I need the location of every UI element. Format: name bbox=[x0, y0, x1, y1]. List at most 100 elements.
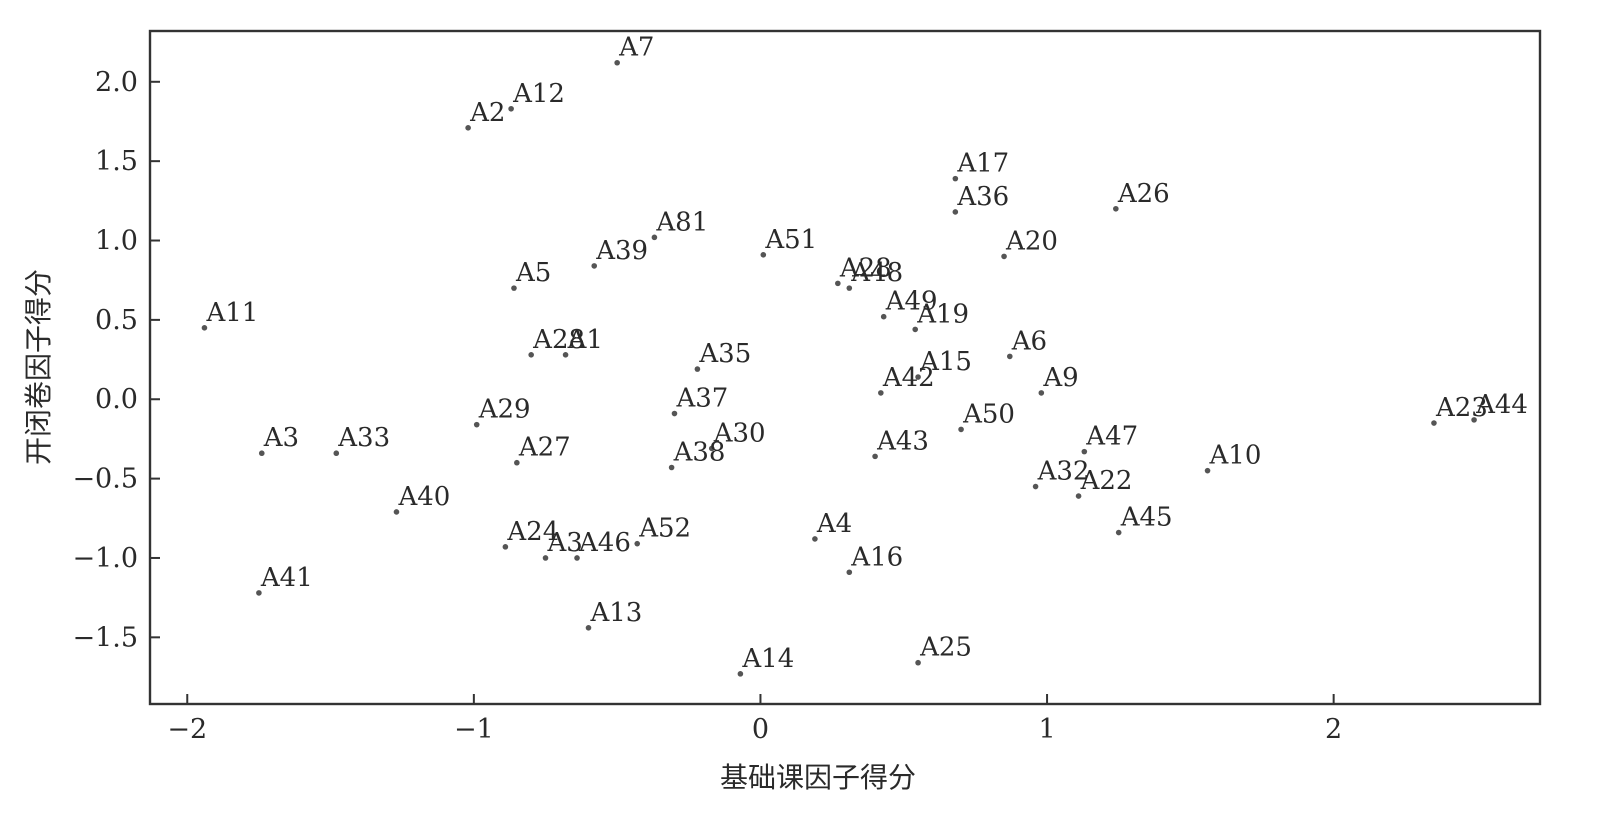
data-point bbox=[465, 125, 471, 131]
data-point-label: A26 bbox=[1117, 179, 1170, 209]
x-axis-title: 基础课因子得分 bbox=[720, 761, 916, 794]
data-point-label: A35 bbox=[698, 339, 751, 369]
data-point bbox=[651, 234, 658, 241]
data-point-label: A36 bbox=[956, 182, 1009, 212]
data-point-label: A9 bbox=[1042, 363, 1078, 393]
data-point-label: A7 bbox=[618, 33, 654, 63]
data-point bbox=[514, 459, 520, 466]
data-point bbox=[846, 569, 853, 576]
data-point bbox=[574, 555, 580, 561]
data-point-label: A13 bbox=[589, 598, 642, 628]
y-axis-title: 开闭卷因子得分 bbox=[22, 269, 55, 465]
y-tick-label: −1.0 bbox=[72, 543, 138, 574]
data-point-label: A52 bbox=[638, 514, 691, 544]
data-points bbox=[201, 59, 1477, 677]
data-point bbox=[1032, 483, 1039, 490]
data-point bbox=[812, 536, 818, 542]
data-point bbox=[473, 421, 480, 428]
x-tick-label: −2 bbox=[167, 714, 207, 745]
x-tick-label: −1 bbox=[454, 714, 494, 745]
x-tick-label: 2 bbox=[1325, 714, 1342, 745]
data-point-label: A5 bbox=[515, 258, 551, 288]
data-point-label: A81 bbox=[655, 207, 708, 237]
data-point bbox=[1038, 390, 1045, 396]
data-point-label: A12 bbox=[512, 79, 565, 109]
y-tick-label: 2.0 bbox=[95, 67, 138, 98]
axis-tick-labels: −2 −1 0 1 2 −1.5 −1.0 −0.5 0.0 0.5 1.0 1.5 2.0 bbox=[72, 67, 1342, 745]
data-point-label: A46 bbox=[578, 528, 631, 558]
data-point-label: A42 bbox=[882, 363, 935, 393]
data-point-label: A51 bbox=[764, 225, 817, 255]
data-point-label: A43 bbox=[876, 426, 929, 456]
data-point-label: A20 bbox=[1005, 226, 1058, 256]
data-point-label: A47 bbox=[1085, 422, 1138, 452]
data-point bbox=[872, 453, 878, 460]
data-point bbox=[915, 374, 921, 380]
y-tick-label: 0.5 bbox=[95, 305, 138, 336]
data-point-label: A3 bbox=[263, 423, 299, 453]
data-point bbox=[1081, 448, 1088, 455]
data-point bbox=[1006, 353, 1013, 360]
data-point bbox=[1075, 493, 1082, 499]
data-point bbox=[1204, 467, 1211, 474]
data-point bbox=[502, 544, 509, 550]
data-point bbox=[201, 325, 208, 331]
data-point bbox=[694, 366, 701, 372]
data-point-label: A19 bbox=[916, 299, 969, 329]
data-point bbox=[912, 326, 919, 333]
data-point-label: A15 bbox=[919, 347, 972, 377]
data-point-label: A30 bbox=[713, 418, 766, 448]
data-point bbox=[708, 445, 715, 452]
data-point-label: A40 bbox=[397, 482, 450, 512]
data-point-label: A25 bbox=[919, 633, 972, 663]
data-point-label: A11 bbox=[205, 298, 258, 328]
data-point bbox=[952, 175, 959, 182]
data-point-label: A14 bbox=[741, 644, 794, 674]
data-point-label: A28 bbox=[839, 253, 892, 283]
data-point bbox=[393, 509, 400, 515]
data-point bbox=[880, 313, 887, 320]
data-point bbox=[585, 625, 592, 631]
y-tick-label: 0.0 bbox=[95, 384, 138, 415]
data-point-label: A45 bbox=[1120, 503, 1173, 533]
data-point bbox=[542, 555, 549, 561]
data-point-label: A6 bbox=[1011, 326, 1047, 356]
data-point-label: A39 bbox=[595, 236, 648, 266]
data-point bbox=[1001, 253, 1007, 260]
data-point-label: A3 bbox=[547, 528, 583, 558]
data-point bbox=[760, 252, 767, 258]
data-point-label: A48 bbox=[850, 258, 903, 288]
data-point-label: A38 bbox=[673, 437, 726, 467]
data-point-label: A24 bbox=[506, 517, 559, 547]
axis-ticks bbox=[150, 80, 1335, 704]
data-point bbox=[511, 285, 517, 291]
data-point bbox=[878, 390, 884, 396]
data-point-label: A29 bbox=[478, 395, 531, 425]
plot-frame bbox=[148, 29, 1542, 706]
data-point-label: A10 bbox=[1209, 441, 1262, 471]
data-point-label: A23 bbox=[1435, 393, 1488, 423]
data-point-label: A44 bbox=[1475, 390, 1528, 420]
data-point-label: A49 bbox=[885, 287, 938, 317]
data-point-label: A37 bbox=[675, 384, 728, 414]
data-point bbox=[1431, 420, 1437, 426]
data-point bbox=[668, 464, 675, 471]
data-point-label: A27 bbox=[518, 433, 571, 463]
data-point-label: A28 bbox=[532, 325, 585, 355]
data-point bbox=[915, 659, 921, 666]
data-point bbox=[333, 450, 340, 457]
y-tick-label: −0.5 bbox=[72, 464, 138, 495]
data-point bbox=[1113, 205, 1119, 212]
data-point bbox=[958, 426, 964, 433]
data-point bbox=[952, 209, 959, 215]
y-tick-label: 1.0 bbox=[95, 226, 138, 257]
data-point-label: A17 bbox=[956, 149, 1009, 179]
data-point bbox=[1471, 417, 1477, 423]
data-point-label: A50 bbox=[962, 399, 1015, 429]
data-point bbox=[562, 352, 569, 358]
data-point bbox=[835, 280, 841, 287]
data-point-label: A22 bbox=[1080, 466, 1133, 496]
data-point-label: A33 bbox=[337, 423, 390, 453]
data-point bbox=[258, 450, 265, 457]
data-point-label: A16 bbox=[850, 542, 903, 572]
